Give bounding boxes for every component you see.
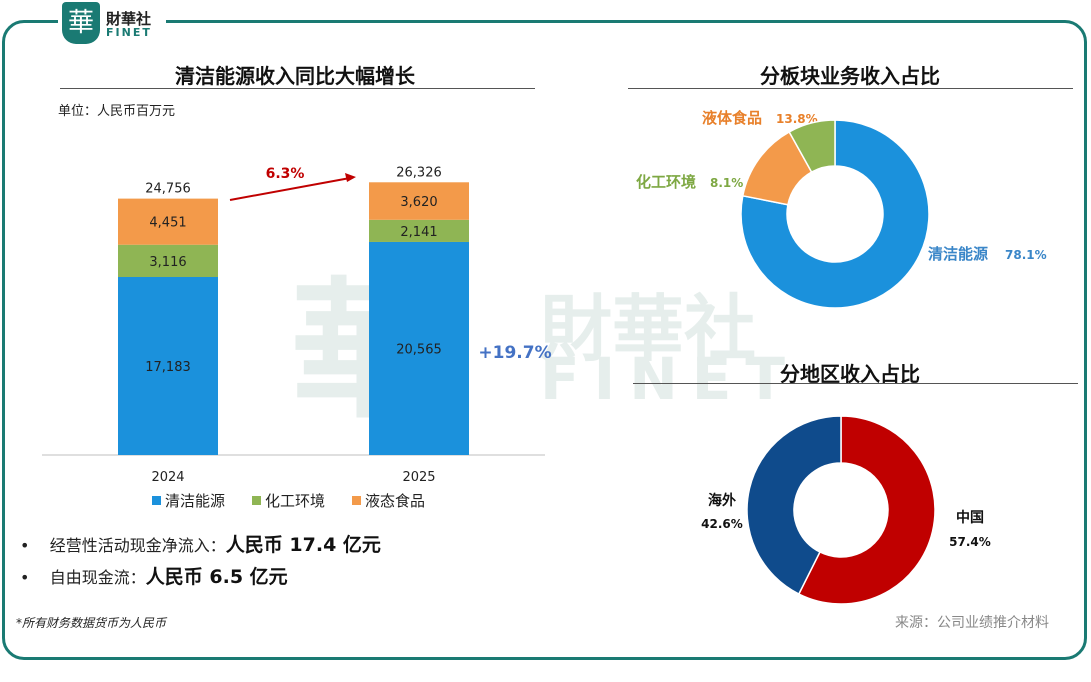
growth-label: 6.3%: [266, 166, 305, 182]
bar-segment: [369, 182, 469, 220]
legend-label: 液态食品: [365, 492, 425, 510]
slice-name-label: 清洁能源: [928, 245, 988, 263]
finet-logo-icon: 華: [62, 2, 100, 44]
bar-segment: [118, 277, 218, 455]
bar-segment: [369, 241, 469, 455]
bar-value-label: 20,565: [396, 342, 442, 357]
slide-frame: [2, 20, 1087, 660]
slice-name-label: 化工环境: [636, 173, 696, 191]
bar-segment: [118, 198, 218, 245]
left-title-rule: [60, 88, 535, 89]
donut-slice: [797, 415, 936, 605]
legend-swatch: [252, 496, 261, 505]
logo-name-cn: 財華社: [106, 10, 152, 28]
bar-value-label: 4,451: [149, 216, 186, 231]
legend-swatch: [352, 496, 361, 505]
bar-value-label: 3,620: [400, 195, 437, 210]
watermark-en: FINET: [540, 345, 799, 413]
legend-label: 清洁能源: [165, 492, 225, 510]
x-tick-label: 2024: [151, 470, 184, 485]
bar-value-label: 3,116: [149, 255, 186, 270]
unit-label: 单位：人民币百万元: [58, 104, 176, 119]
legend-label: 化工环境: [265, 492, 325, 510]
growth-arrow-head: [345, 173, 356, 182]
bar-segment: [118, 244, 218, 277]
bullet-label: 自由现金流：: [49, 568, 146, 587]
slice-value-label: 8.1%: [710, 176, 743, 190]
segment-title-rule: [628, 88, 1073, 89]
bullet-label: 经营性活动现金净流入：: [49, 536, 226, 555]
slice-name-label: 中国: [956, 509, 984, 526]
bar-value-label: 2,141: [400, 225, 437, 240]
bar-total-label: 24,756: [145, 182, 191, 197]
bar-segment: [369, 219, 469, 242]
donut-slice: [740, 119, 930, 309]
segment-chart-title: 分板块业务收入占比: [760, 64, 940, 88]
slice-value-label: 13.8%: [776, 112, 818, 126]
donut-slice: [746, 415, 842, 596]
growth-arrow-line: [229, 177, 351, 201]
finet-logo: 華 財華社 FINET: [58, 2, 166, 44]
slice-name-label: 海外: [708, 492, 736, 509]
bullet-value: 人民币 6.5 亿元: [145, 566, 288, 588]
legend-swatch: [152, 496, 161, 505]
bullet-dot: •: [20, 568, 50, 587]
watermark-cn: 財華社: [540, 287, 757, 371]
slice-name-label: 液体食品: [702, 109, 762, 127]
slice-value-label: 42.6%: [701, 517, 743, 531]
left-chart-title: 清洁能源收入同比大幅增长: [175, 64, 415, 88]
bullet-value: 人民币 17.4 亿元: [225, 534, 381, 556]
slice-value-label: 57.4%: [949, 535, 991, 549]
bullet-dot: •: [20, 536, 50, 555]
bar-total-label: 26,326: [396, 165, 442, 180]
x-tick-label: 2025: [402, 470, 435, 485]
footnote: *所有财务数据货币为人民币: [16, 616, 167, 630]
bar-value-label: 17,183: [145, 360, 191, 375]
bullet-operating-cashflow: • 经营性活动现金净流入：人民币 17.4 亿元: [20, 530, 381, 557]
source-note: 来源：公司业绩推介材料: [895, 615, 1049, 631]
region-title-rule: [633, 383, 1078, 384]
donut-slice: [788, 119, 836, 174]
region-chart-title: 分地区收入占比: [780, 362, 920, 386]
slice-value-label: 78.1%: [1005, 248, 1047, 262]
segment-growth-label: +19.7%: [478, 343, 551, 363]
logo-name-en: FINET: [106, 26, 152, 39]
bullet-free-cashflow: • 自由现金流：人民币 6.5 亿元: [20, 562, 288, 589]
